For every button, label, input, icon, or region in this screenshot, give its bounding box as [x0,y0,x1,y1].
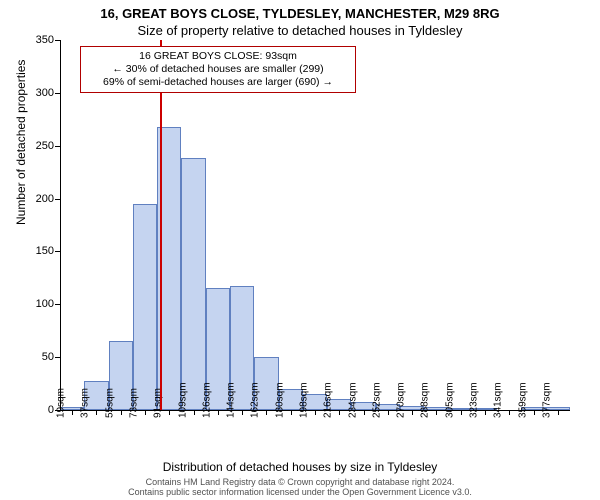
x-tick-label: 19sqm [56,388,67,418]
reference-vline [160,40,162,410]
x-tick-label: 37sqm [80,388,91,418]
x-tick-label: 359sqm [517,382,528,418]
x-tick-label: 180sqm [274,382,285,418]
x-tick-label: 323sqm [469,382,480,418]
x-tick-label: 341sqm [493,382,504,418]
x-tick-label: 126sqm [201,382,212,418]
x-tick [509,410,510,415]
chart-title-main: 16, GREAT BOYS CLOSE, TYLDESLEY, MANCHES… [0,6,600,21]
y-tick [55,304,60,305]
x-tick [96,410,97,415]
x-tick [412,410,413,415]
x-tick [339,410,340,415]
y-tick-label: 300 [4,87,54,99]
x-tick [315,410,316,415]
y-tick-label: 350 [4,34,54,46]
x-tick-label: 91sqm [153,388,164,418]
x-tick [194,410,195,415]
bar [181,158,205,410]
x-tick [121,410,122,415]
x-tick-label: 234sqm [347,382,358,418]
x-tick [534,410,535,415]
y-tick-label: 100 [4,298,54,310]
x-tick [242,410,243,415]
x-tick-label: 73sqm [129,388,140,418]
x-tick [436,410,437,415]
footer: Contains HM Land Registry data © Crown c… [0,478,600,498]
y-tick [55,357,60,358]
x-tick-label: 216sqm [323,382,334,418]
y-tick-label: 200 [4,193,54,205]
y-tick [55,40,60,41]
annotation-line-2: ← 30% of detached houses are smaller (29… [87,63,349,76]
x-tick-label: 55sqm [104,388,115,418]
x-tick-label: 252sqm [371,382,382,418]
chart-title-sub: Size of property relative to detached ho… [0,23,600,38]
x-tick-label: 144sqm [226,382,237,418]
x-tick [461,410,462,415]
annotation-line-1: 16 GREAT BOYS CLOSE: 93sqm [87,50,349,63]
annotation-box: 16 GREAT BOYS CLOSE: 93sqm ← 30% of deta… [80,46,356,93]
y-tick-label: 150 [4,245,54,257]
x-tick [145,410,146,415]
footer-line-2: Contains public sector information licen… [0,488,600,498]
plot-area [60,40,570,410]
x-tick [291,410,292,415]
annotation-line-3: 69% of semi-detached houses are larger (… [87,76,349,89]
x-tick-label: 198sqm [299,382,310,418]
x-tick [558,410,559,415]
x-tick [364,410,365,415]
x-tick-label: 288sqm [420,382,431,418]
x-tick-label: 109sqm [177,382,188,418]
x-axis-title: Distribution of detached houses by size … [0,460,600,474]
y-tick [55,251,60,252]
y-tick [55,146,60,147]
y-tick [55,93,60,94]
y-tick-label: 0 [4,404,54,416]
y-axis-title: Number of detached properties [14,60,28,225]
x-tick [218,410,219,415]
y-axis-line [60,40,61,410]
x-tick [169,410,170,415]
x-tick-label: 162sqm [250,382,261,418]
x-tick [72,410,73,415]
y-tick-label: 50 [4,351,54,363]
chart-container: 16, GREAT BOYS CLOSE, TYLDESLEY, MANCHES… [0,0,600,500]
x-tick [485,410,486,415]
x-tick-label: 377sqm [541,382,552,418]
x-tick-label: 270sqm [396,382,407,418]
bar [133,204,157,410]
x-tick-label: 305sqm [444,382,455,418]
y-tick-label: 250 [4,140,54,152]
x-tick [266,410,267,415]
bars-group [60,40,570,410]
x-tick [388,410,389,415]
y-tick [55,199,60,200]
